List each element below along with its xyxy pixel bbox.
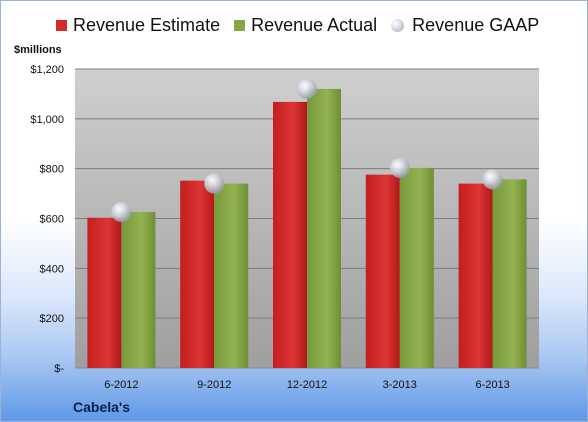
y-tick-label: $400 [40, 263, 64, 275]
bar-revenue-estimate [87, 217, 122, 368]
y-tick-label: $200 [40, 313, 64, 325]
marker-revenue-gaap [204, 173, 225, 194]
x-axis-ticks: 6-2012 9-2012 12-2012 3-2013 6-2013 [104, 379, 509, 391]
x-tick-label: 6-2013 [475, 379, 509, 391]
legend-item-revenue-estimate: Revenue Estimate [56, 15, 220, 36]
bar-revenue-actual [214, 183, 249, 368]
y-tick-label: $800 [40, 164, 64, 176]
marker-revenue-gaap [297, 78, 317, 99]
legend-label-revenue-actual: Revenue Actual [251, 15, 378, 35]
bars [87, 88, 527, 368]
marker-revenue-gaap [389, 157, 410, 178]
x-tick-label: 9-2012 [197, 379, 231, 391]
x-tick-label: 6-2012 [104, 379, 138, 391]
bar-revenue-actual [492, 179, 527, 368]
legend: Revenue Estimate Revenue Actual Revenue … [56, 15, 553, 36]
y-tick-label: $1,200 [30, 64, 64, 76]
legend-swatch-revenue-estimate [56, 20, 67, 31]
company-name: Cabela's [73, 399, 131, 415]
marker-revenue-gaap [482, 169, 503, 190]
x-tick-label: 3-2013 [383, 379, 417, 391]
y-tick-label: $- [54, 363, 64, 375]
bar-revenue-estimate [365, 174, 400, 368]
bar-revenue-estimate [180, 180, 215, 368]
legend-item-revenue-gaap: Revenue GAAP [391, 15, 539, 36]
bar-revenue-estimate [273, 101, 307, 368]
gaap-markers [111, 78, 503, 223]
legend-item-revenue-actual: Revenue Actual [234, 15, 377, 36]
legend-swatch-revenue-gaap [391, 19, 405, 32]
y-axis-unit-label: $millions [14, 44, 62, 56]
bar-revenue-actual [307, 88, 341, 368]
x-tick-label: 12-2012 [287, 379, 327, 391]
y-axis-ticks: $- $200 $400 $600 $800 $1,000 $1,200 [30, 64, 64, 375]
bar-revenue-actual [121, 212, 156, 368]
bar-revenue-actual [399, 167, 434, 368]
legend-swatch-revenue-actual [234, 20, 246, 31]
legend-label-revenue-estimate: Revenue Estimate [73, 15, 221, 35]
bar-revenue-estimate [458, 183, 493, 368]
marker-revenue-gaap [111, 202, 132, 223]
y-tick-label: $1,000 [30, 114, 64, 126]
legend-label-revenue-gaap: Revenue GAAP [412, 15, 540, 35]
y-tick-label: $600 [40, 214, 64, 226]
